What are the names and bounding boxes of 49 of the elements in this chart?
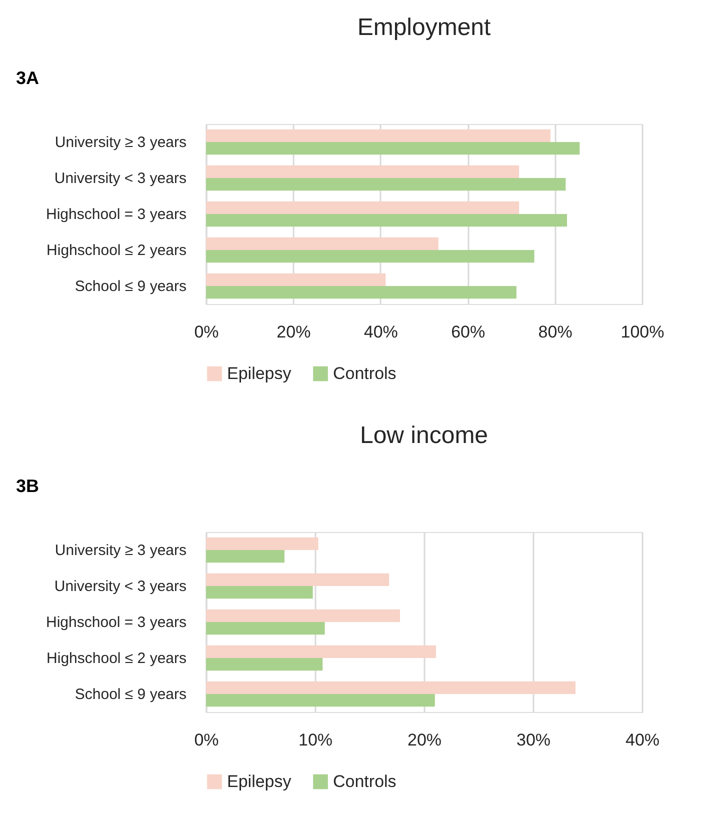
bar bbox=[206, 178, 566, 191]
y-tick-label: Highschool ≤ 2 years bbox=[46, 650, 186, 667]
chart-title: Low income bbox=[360, 422, 488, 449]
bar bbox=[206, 165, 520, 178]
x-tick-label: 40% bbox=[364, 322, 398, 342]
chart-title: Employment bbox=[357, 14, 492, 41]
x-tick-label: 20% bbox=[407, 730, 442, 750]
y-tick-label: Highschool ≤ 2 years bbox=[46, 242, 186, 259]
x-tick-label: 80% bbox=[538, 322, 572, 342]
bar bbox=[206, 286, 516, 299]
bar bbox=[206, 273, 386, 286]
bar bbox=[206, 237, 438, 250]
bar bbox=[206, 214, 568, 227]
y-tick-label: University < 3 years bbox=[54, 170, 186, 187]
x-tick-label: 0% bbox=[194, 730, 219, 750]
legend-label: Controls bbox=[333, 364, 396, 383]
bar bbox=[206, 573, 390, 586]
y-tick-label: University ≥ 3 years bbox=[54, 542, 186, 559]
bar bbox=[206, 681, 576, 694]
legend-label: Epilepsy bbox=[227, 772, 292, 791]
x-tick-label: 100% bbox=[620, 322, 664, 342]
bar bbox=[206, 645, 436, 658]
bar bbox=[206, 129, 550, 142]
legend-label: Epilepsy bbox=[227, 364, 292, 383]
y-tick-label: University < 3 years bbox=[54, 578, 186, 595]
text: 3A bbox=[16, 68, 40, 88]
bar bbox=[206, 250, 534, 263]
bar bbox=[206, 622, 325, 635]
y-tick-label: School ≤ 9 years bbox=[74, 278, 186, 295]
bar bbox=[206, 537, 318, 550]
bar bbox=[206, 550, 284, 563]
x-tick-label: 60% bbox=[451, 322, 486, 342]
bar bbox=[206, 694, 435, 707]
legend-label: Controls bbox=[333, 772, 396, 791]
bar bbox=[206, 609, 400, 622]
x-tick-label: 20% bbox=[276, 322, 311, 342]
bar bbox=[206, 586, 313, 599]
y-tick-label: University ≥ 3 years bbox=[54, 134, 186, 151]
y-tick-label: School ≤ 9 years bbox=[74, 686, 186, 703]
y-tick-label: Highschool = 3 years bbox=[46, 614, 186, 631]
y-tick-label: Highschool = 3 years bbox=[46, 206, 186, 223]
x-tick-label: 0% bbox=[194, 322, 219, 342]
text: 3B bbox=[16, 476, 40, 496]
bar bbox=[206, 201, 520, 214]
bar bbox=[206, 658, 323, 671]
bar bbox=[206, 142, 580, 155]
x-tick-label: 30% bbox=[516, 730, 551, 750]
x-tick-label: 10% bbox=[298, 730, 333, 750]
x-tick-label: 40% bbox=[625, 730, 660, 750]
